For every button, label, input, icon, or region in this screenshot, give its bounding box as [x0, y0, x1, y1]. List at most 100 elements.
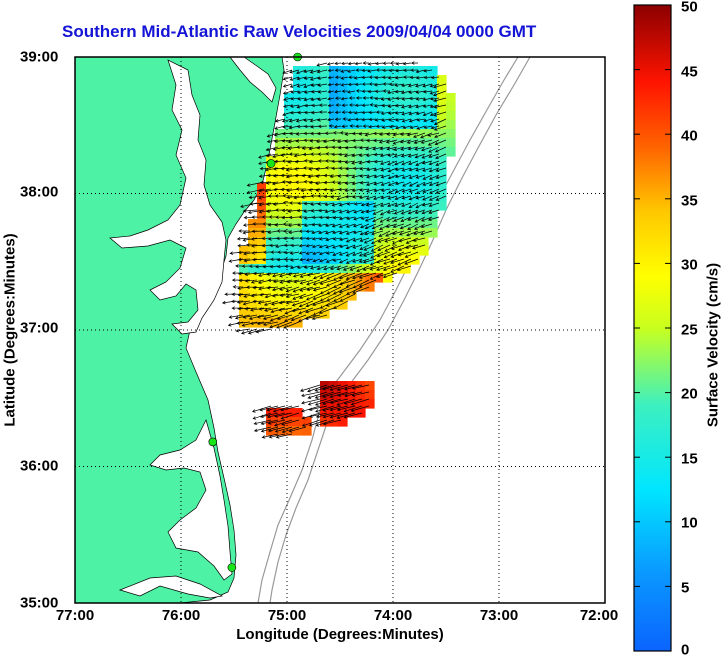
- velocity-arrow: [428, 160, 440, 166]
- velocity-arrow: [352, 237, 363, 242]
- velocity-cell: [356, 174, 366, 184]
- velocity-arrow: [351, 174, 363, 179]
- velocity-cell: [392, 255, 402, 265]
- velocity-arrow: [266, 272, 279, 276]
- velocity-cell: [338, 156, 348, 166]
- velocity-cell: [428, 84, 438, 94]
- velocity-arrow: [324, 209, 335, 214]
- velocity-cell: [374, 129, 384, 139]
- velocity-arrow: [291, 300, 307, 307]
- velocity-arrow: [283, 321, 300, 329]
- velocity-arrow: [309, 412, 328, 418]
- velocity-arrow: [332, 230, 342, 235]
- velocity-cell: [338, 138, 348, 148]
- velocity-arrow: [317, 152, 328, 156]
- velocity-arrow: [237, 306, 251, 311]
- velocity-arrow: [374, 89, 384, 94]
- velocity-arrow: [296, 90, 307, 94]
- velocity-cell: [293, 120, 303, 130]
- velocity-cell: [320, 219, 330, 229]
- velocity-arrow: [289, 104, 300, 108]
- velocity-arrow: [296, 208, 307, 213]
- velocity-cell: [275, 264, 285, 274]
- velocity-arrow: [386, 209, 398, 214]
- velocity-arrow: [282, 97, 293, 102]
- velocity-arrow: [349, 265, 363, 271]
- velocity-arrow: [375, 272, 391, 278]
- velocity-arrow: [268, 433, 286, 439]
- velocity-arrow: [332, 251, 342, 256]
- velocity-arrow: [339, 279, 356, 286]
- velocity-cell: [293, 111, 303, 121]
- velocity-arrow: [282, 76, 293, 81]
- velocity-cell: [401, 66, 411, 76]
- velocity-cell: [365, 201, 375, 211]
- velocity-arrow: [358, 251, 370, 257]
- velocity-cell: [275, 417, 285, 427]
- velocity-arrow: [434, 139, 447, 146]
- velocity-arrow: [415, 111, 426, 116]
- velocity-cell: [374, 219, 384, 229]
- velocity-arrow: [274, 412, 293, 418]
- velocity-arrow: [394, 167, 405, 172]
- velocity-cell: [311, 210, 321, 220]
- velocity-cell: [383, 246, 393, 256]
- velocity-arrow: [281, 419, 300, 426]
- velocity-cell: [266, 174, 276, 184]
- velocity-arrow: [303, 223, 314, 228]
- velocity-cell: [410, 183, 420, 193]
- velocity-cell: [329, 165, 339, 175]
- velocity-arrow: [387, 153, 398, 157]
- velocity-arrow: [402, 61, 412, 66]
- velocity-cell: [239, 300, 249, 310]
- velocity-cell: [311, 192, 321, 202]
- velocity-cell: [356, 66, 366, 76]
- velocity-arrow: [288, 426, 307, 433]
- velocity-arrow: [270, 250, 279, 254]
- velocity-cell: [248, 246, 258, 256]
- velocity-arrow: [249, 321, 265, 326]
- velocity-arrow: [346, 69, 356, 73]
- velocity-arrow: [392, 237, 405, 245]
- velocity-cell: [284, 264, 294, 274]
- velocity-cell: [374, 84, 384, 94]
- velocity-arrow: [381, 75, 391, 80]
- velocity-arrow: [374, 96, 384, 101]
- velocity-arrow: [358, 160, 370, 165]
- velocity-arrow: [279, 279, 293, 284]
- velocity-cell: [266, 192, 276, 202]
- velocity-arrow: [331, 223, 342, 228]
- velocity-cell: [257, 246, 267, 256]
- velocity-arrow: [408, 118, 419, 123]
- velocity-arrow: [413, 132, 426, 138]
- velocity-arrow: [345, 167, 356, 171]
- y-tick-label: 38:00: [20, 183, 59, 201]
- velocity-arrow: [280, 173, 293, 178]
- velocity-cell: [446, 102, 456, 112]
- velocity-cell: [410, 102, 420, 112]
- velocity-cell: [383, 273, 393, 283]
- velocity-cell: [320, 309, 330, 319]
- velocity-cell: [320, 111, 330, 121]
- velocity-cell: [293, 237, 303, 247]
- velocity-arrow: [252, 222, 265, 226]
- velocity-arrow: [334, 89, 342, 94]
- velocity-cell: [293, 228, 303, 238]
- velocity-cell: [374, 138, 384, 148]
- velocity-arrow: [382, 272, 398, 279]
- velocity-arrow: [269, 314, 286, 322]
- velocity-arrow: [291, 307, 307, 313]
- velocity-arrow: [415, 83, 426, 88]
- velocity-cell: [356, 264, 366, 274]
- velocity-arrow: [352, 166, 363, 171]
- velocity-arrow: [423, 125, 433, 129]
- velocity-arrow: [379, 202, 391, 207]
- velocity-arrow: [337, 174, 349, 178]
- velocity-cell: [383, 237, 393, 247]
- velocity-arrow: [421, 153, 433, 159]
- velocity-cell: [374, 228, 384, 238]
- velocity-arrow: [305, 251, 314, 255]
- velocity-cell: [365, 174, 375, 184]
- velocity-cell: [419, 66, 429, 76]
- velocity-arrow: [378, 139, 391, 144]
